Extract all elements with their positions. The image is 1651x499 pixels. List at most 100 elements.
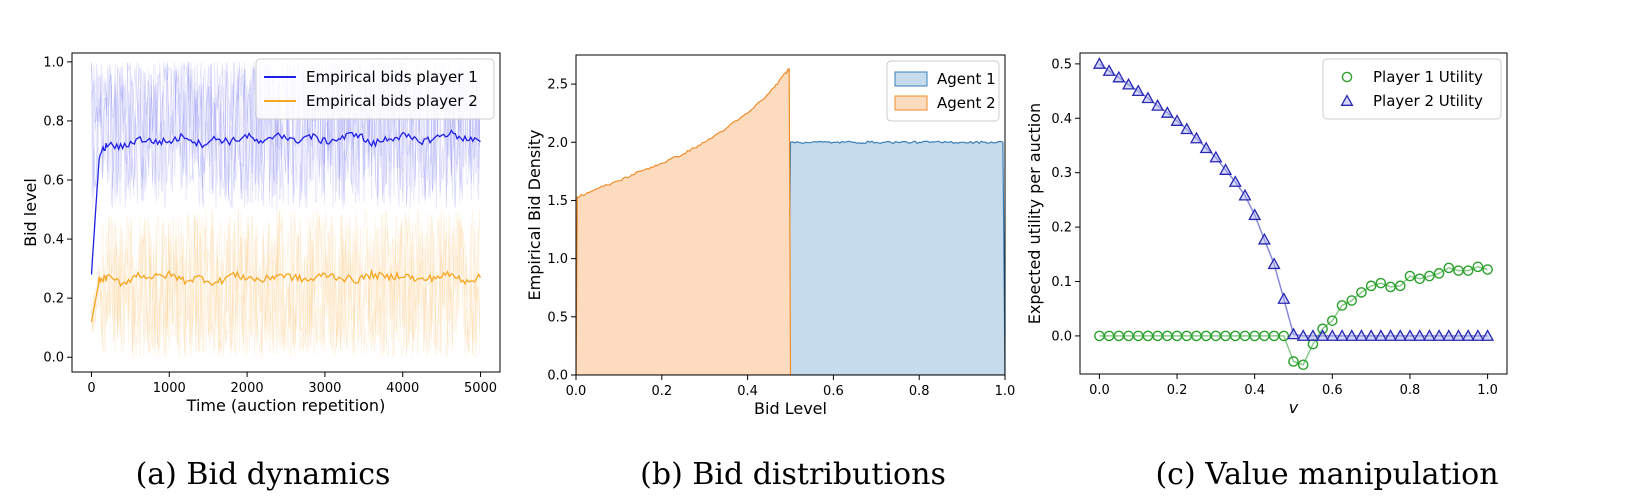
y-tick-label-0: 0.6 [43, 174, 64, 189]
data-point [1424, 270, 1435, 282]
legend-label-1: Agent 1 [937, 70, 996, 88]
legend-label-0: Empirical bids player 1 [306, 68, 478, 86]
x-axis-label-0: Time (auction repetition) [186, 396, 386, 415]
legend-0: Empirical bids player 1 Empirical bids pl… [255, 58, 495, 120]
x-tick-label-2: 1.0 [1477, 383, 1498, 398]
y-tick-label-1: 1.0 [547, 252, 568, 267]
realization-line [91, 209, 481, 358]
data-point [1288, 356, 1299, 367]
y-tick-label-2: 0.1 [1051, 275, 1072, 290]
realization-line [91, 209, 481, 358]
data-point [1122, 77, 1136, 90]
plot-area-c [1092, 57, 1495, 371]
y-tick-label-1: 0.0 [547, 369, 568, 384]
data-point [1346, 295, 1358, 306]
data-point [1238, 188, 1252, 201]
x-axis-label-1: Bid Level [754, 399, 827, 418]
x-tick-label-1: 0.4 [737, 384, 758, 399]
data-point [1472, 261, 1484, 273]
data-point [1374, 329, 1388, 341]
data-point [1422, 329, 1436, 341]
y-tick-label-2: 0.5 [1051, 57, 1072, 72]
y-tick-label-1: 0.5 [547, 310, 568, 325]
data-point [1345, 329, 1359, 341]
data-point [1432, 329, 1446, 341]
data-point [1189, 131, 1203, 144]
data-point [1375, 277, 1387, 289]
data-point [1413, 329, 1427, 341]
data-point [1160, 106, 1174, 118]
plot-frame-0 [71, 52, 501, 373]
y-tick-label-2: 0.4 [1051, 112, 1072, 127]
x-tick-label-0: 1000 [153, 381, 186, 396]
data-point [1257, 232, 1271, 245]
y-tick-label-0: 0.0 [43, 351, 64, 366]
data-point [1443, 262, 1455, 274]
data-point [1325, 329, 1339, 341]
x-tick-label-0: 0 [87, 381, 95, 396]
legend-box-0 [255, 58, 495, 120]
x-tick-label-0: 3000 [308, 381, 341, 396]
data-point [1219, 163, 1233, 175]
data-point [1404, 270, 1416, 282]
realization-line [91, 61, 481, 205]
data-point [1277, 292, 1291, 304]
data-point [1297, 359, 1309, 371]
legend-patch [894, 95, 928, 111]
y-tick-label-0: 1.0 [43, 55, 64, 70]
data-point [1461, 329, 1475, 341]
data-point [1365, 280, 1377, 292]
x-tick-label-1: 1.0 [995, 384, 1016, 399]
y-tick-label-2: 0.3 [1051, 166, 1072, 181]
data-point [1267, 257, 1281, 270]
realization-lines-1 [91, 209, 481, 359]
realization-line [91, 209, 481, 359]
legend-box-2 [1322, 58, 1502, 120]
utility-line-0 [1099, 266, 1488, 366]
data-point [1393, 329, 1407, 341]
figure: 0 1000 2000 3000 4000 5000 0.0 0.2 0.4 0.6 0.8 1.0 T… [21, 52, 1508, 418]
legend-1: Agent 1 Agent 2 [886, 60, 1000, 122]
x-tick-label-2: 0.2 [1167, 383, 1188, 398]
data-point [1481, 329, 1495, 341]
markers-0 [1094, 261, 1493, 371]
markers-1 [1092, 57, 1495, 341]
data-point [1356, 287, 1367, 298]
y-tick-label-2: 0.2 [1051, 221, 1072, 236]
plot-area-b [576, 68, 1005, 375]
caption-a: (a) Bid dynamics [135, 457, 391, 492]
y-tick-label-0: 0.4 [43, 233, 64, 248]
axes-2: 0.0 0.2 0.4 0.6 0.8 1.0 0.0 0.1 0.2 0.3 0.4 0.5 v Exp… [1025, 52, 1508, 417]
data-point [1336, 300, 1348, 311]
plot-frame-2 [1079, 52, 1508, 375]
data-point [1209, 150, 1223, 163]
data-point [1131, 84, 1145, 97]
density-area-1 [576, 68, 792, 375]
data-point [1151, 99, 1165, 111]
data-point [1170, 114, 1184, 126]
legend-2: Player 1 Utility Player 2 Utility [1322, 58, 1502, 120]
legend-label-0: Empirical bids player 2 [306, 92, 478, 110]
legend-label-2: Player 1 Utility [1373, 68, 1483, 86]
data-point [1394, 280, 1406, 292]
data-point [1112, 70, 1126, 83]
x-tick-label-1: 0.2 [651, 384, 672, 399]
data-point [1180, 122, 1194, 135]
y-tick-label-1: 2.0 [547, 136, 568, 151]
x-tick-label-1: 0.6 [823, 384, 844, 399]
x-tick-label-2: 0.8 [1400, 383, 1421, 398]
x-tick-label-2: 0.0 [1089, 383, 1110, 398]
data-point [1433, 268, 1445, 279]
x-tick-label-1: 0.0 [566, 384, 587, 399]
legend-patch [894, 71, 928, 87]
data-point [1306, 329, 1320, 341]
data-point [1248, 208, 1262, 221]
y-tick-label-1: 2.5 [547, 78, 568, 93]
x-tick-label-0: 5000 [464, 381, 497, 396]
data-point [1482, 264, 1493, 275]
mean-line-1 [90, 268, 482, 322]
data-point [1327, 315, 1338, 326]
x-tick-label-0: 4000 [386, 381, 419, 396]
legend-label-1: Agent 2 [937, 94, 996, 112]
data-point [1199, 141, 1213, 154]
